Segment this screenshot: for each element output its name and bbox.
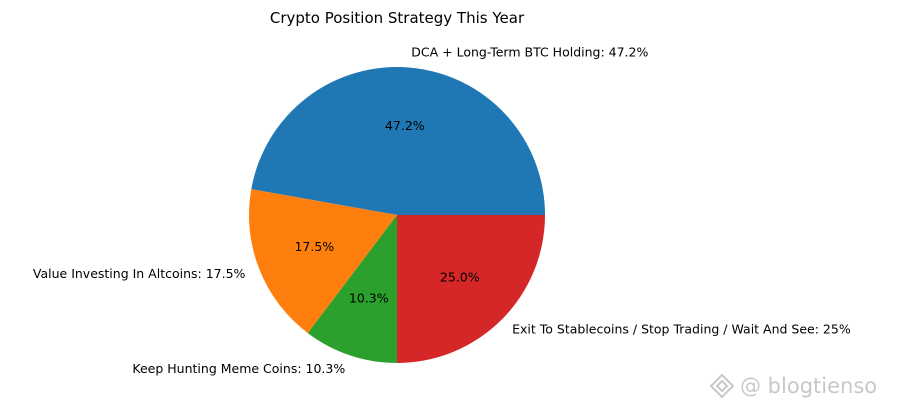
pie-percent-label-3: 25.0%: [440, 269, 480, 284]
diamond-logo-icon: [709, 373, 735, 399]
pie-slices: [249, 67, 545, 363]
pie-percent-labels: 47.2% 17.5% 10.3% 25.0%: [294, 118, 479, 306]
chart-title: Crypto Position Strategy This Year: [270, 9, 525, 27]
pie-slice-1: [249, 189, 397, 334]
pie-slice-3: [397, 215, 545, 363]
pie-outer-label-1: Value Investing In Altcoins: 17.5%: [33, 266, 246, 281]
watermark: @ blogtienso: [709, 373, 877, 399]
pie-outer-label-3: Exit To Stablecoins / Stop Trading / Wai…: [512, 322, 851, 337]
pie-outer-labels: DCA + Long-Term BTC Holding: 47.2% Value …: [33, 44, 851, 376]
pie-slice-2: [307, 215, 397, 363]
pie-percent-label-1: 17.5%: [294, 239, 334, 254]
pie-outer-label-0: DCA + Long-Term BTC Holding: 47.2%: [411, 44, 648, 59]
pie-outer-label-2: Keep Hunting Meme Coins: 10.3%: [132, 361, 345, 376]
watermark-text: @ blogtienso: [740, 374, 877, 398]
pie-percent-label-2: 10.3%: [349, 291, 389, 306]
pie-slice-0: [251, 67, 545, 215]
pie-percent-label-0: 47.2%: [385, 118, 425, 133]
